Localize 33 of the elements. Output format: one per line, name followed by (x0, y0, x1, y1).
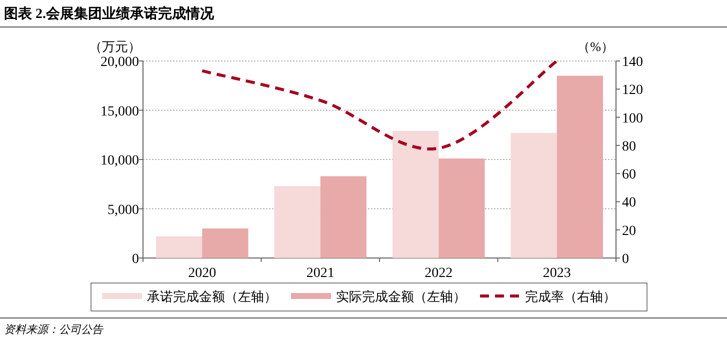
y-tick-label: 10,000 (100, 154, 139, 168)
text: 资料来源：公司公告 (4, 323, 104, 336)
y2-tick-label: 120 (622, 83, 643, 98)
x-tick-label: 2021 (306, 266, 334, 281)
bar (320, 176, 366, 258)
x-tick-label: 2022 (424, 266, 453, 281)
y2-tick-label: 140 (622, 55, 643, 70)
y-axis-title: （万元） (89, 39, 141, 54)
bar (274, 186, 320, 258)
legend-label: 实际完成金额（左轴） (336, 289, 466, 304)
y-tick-label: 20,000 (100, 55, 139, 70)
bar (510, 132, 557, 258)
y2-tick-label: 20 (622, 224, 636, 239)
y2-tick-label: 40 (622, 196, 636, 211)
y-tick-label: 5,000 (108, 202, 139, 218)
y-tick-label: 15,000 (100, 104, 139, 120)
line-series (200, 61, 558, 150)
y2-tick-label: 80 (622, 139, 636, 154)
chart-title: 图表 2.会展集团业绩承诺完成情况 (4, 5, 215, 22)
y2-tick-label: 0 (622, 252, 629, 267)
bar (156, 236, 202, 258)
bar (202, 228, 248, 258)
bar (392, 130, 439, 258)
x-tick-label: 2020 (188, 266, 216, 281)
legend-label: 承诺完成金额（左轴） (147, 289, 277, 304)
y-tick-label: 0 (132, 252, 139, 267)
y2-tick-label: 100 (622, 111, 643, 126)
bar (556, 76, 603, 258)
x-tick-label: 2023 (542, 266, 571, 281)
y2-axis-title: （%） (577, 39, 614, 54)
legend-label: 完成率（右轴） (525, 289, 616, 304)
y2-tick-label: 60 (622, 168, 636, 183)
bar (438, 158, 485, 258)
